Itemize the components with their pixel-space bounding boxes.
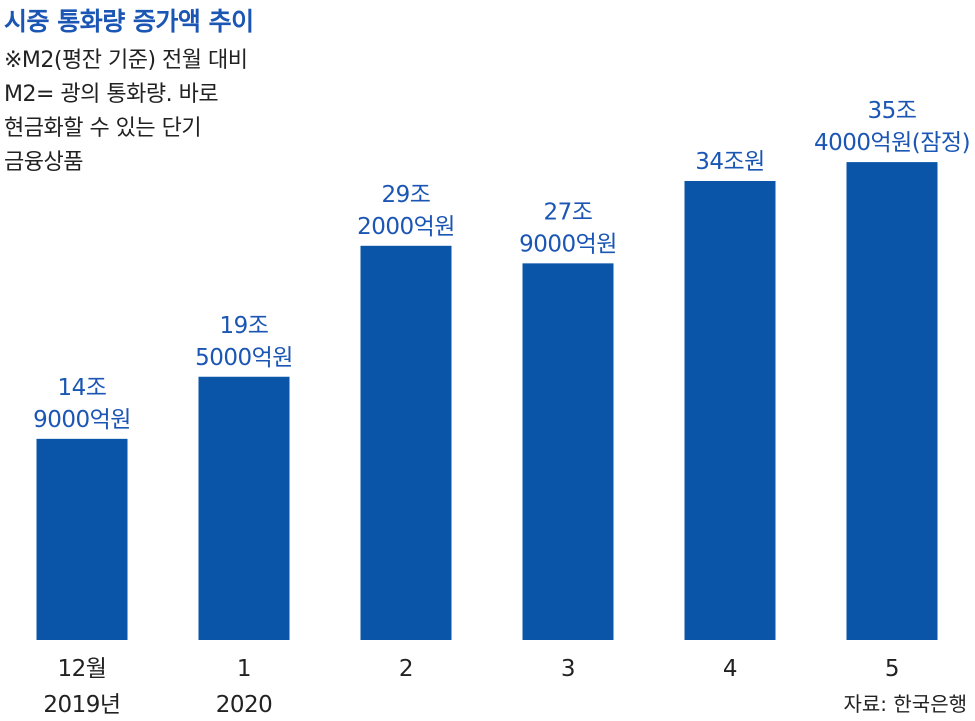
bar (360, 245, 452, 641)
bar (522, 263, 614, 640)
x-tick-label: 5 (885, 656, 899, 682)
data-label: 27조 (544, 199, 593, 225)
x-tick-label: 1 (237, 656, 251, 682)
x-tick-label: 3 (561, 656, 575, 682)
x-tick-label: 2020 (216, 692, 273, 718)
data-label: 29조 (382, 182, 431, 208)
bar (846, 162, 938, 640)
x-tick-label: 2019년 (43, 692, 120, 718)
data-label: 19조 (220, 313, 269, 339)
x-tick-label: 4 (723, 656, 737, 682)
data-label: 14조 (58, 375, 107, 401)
bar (36, 438, 128, 640)
bar (684, 181, 776, 640)
data-label: 35조 (868, 98, 917, 124)
note-line: 금융상품 (4, 150, 83, 175)
chart-note: ※M2(평잔 기준) 전월 대비 M2= 광의 통화량. 바로 현금화할 수 있… (4, 44, 248, 180)
note-line: M2= 광의 통화량. 바로 (4, 82, 219, 107)
data-label: 2000억원 (357, 214, 455, 240)
bar (198, 376, 290, 640)
chart-title: 시중 통화량 증가액 추이 (4, 7, 254, 36)
data-label: 9000억원 (519, 231, 617, 257)
x-tick-label: 2 (399, 656, 413, 682)
data-label: 5000억원 (195, 345, 293, 371)
data-label: 4000억원(잠정) (814, 130, 970, 156)
note-line: ※M2(평잔 기준) 전월 대비 (4, 48, 248, 73)
x-tick-label: 12월 (58, 656, 107, 682)
data-label: 34조원 (695, 149, 765, 175)
source-note: 자료: 한국은행 (843, 692, 968, 716)
note-line: 현금화할 수 있는 단기 (4, 116, 202, 141)
data-label: 9000억원 (33, 407, 131, 433)
